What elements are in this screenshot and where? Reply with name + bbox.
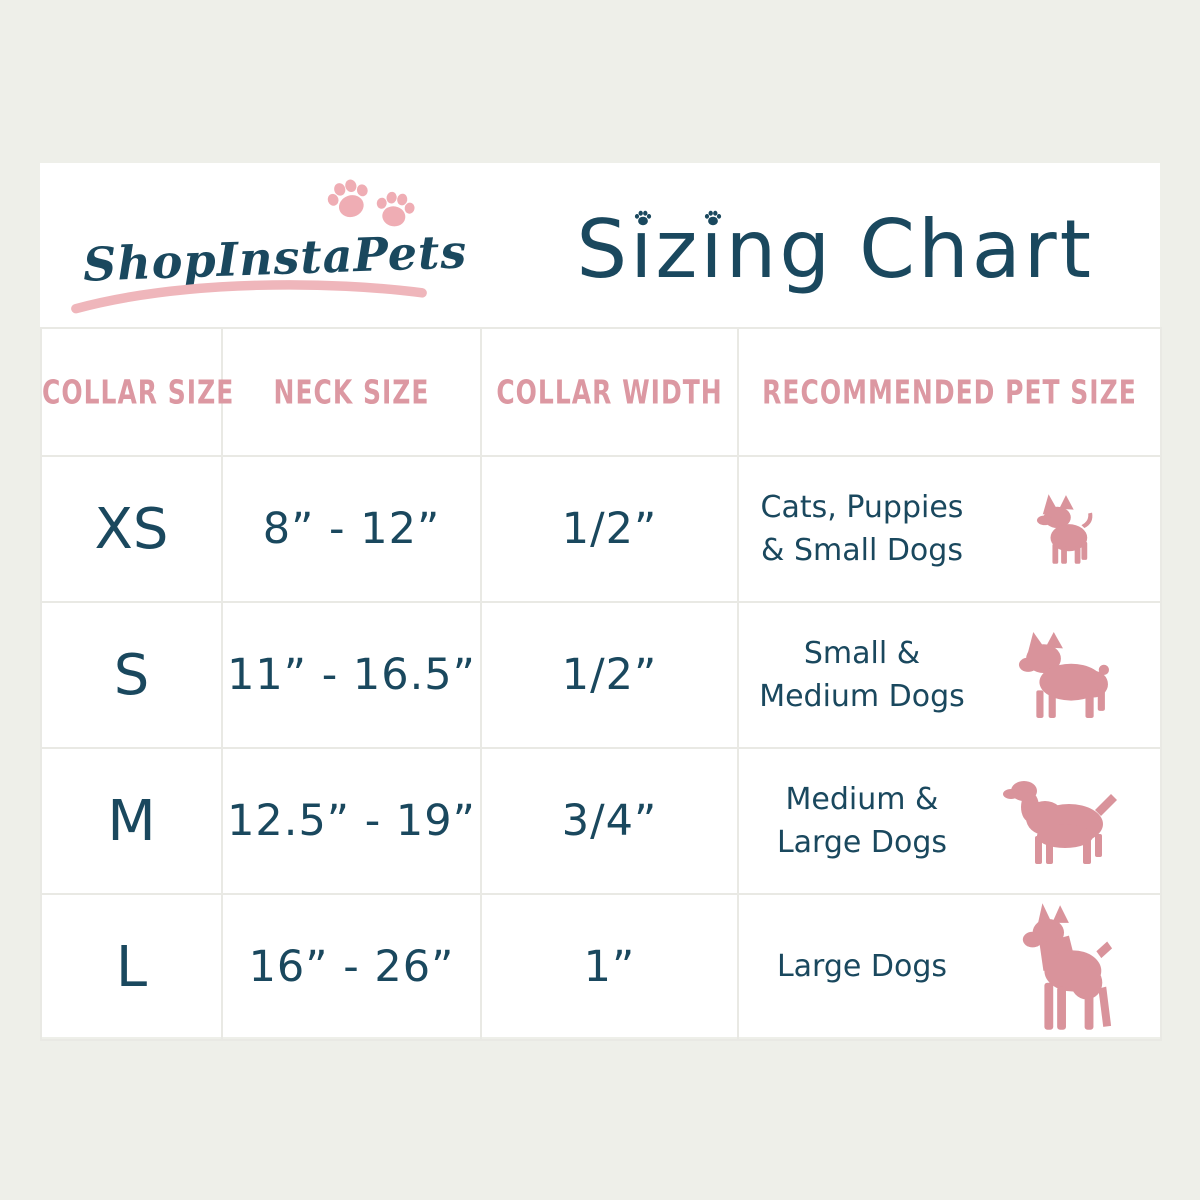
pet-size-line: Medium Dogs [759,679,965,714]
title-letter: t [1059,203,1094,296]
neck-size-cell: 11” - 16.5” [221,601,482,749]
pet-size-cell: Small & Medium Dogs [737,601,1162,749]
table-header-row: COLLAR SIZE NECK SIZE COLLAR WIDTH RECOM… [40,327,1162,457]
collar-width-cell: 1” [480,893,739,1041]
collar-width-cell: 1/2” [480,455,739,603]
collar-width-value: 1” [583,942,636,992]
pet-size-cell: Cats, Puppies & Small Dogs [737,455,1162,603]
collar-size-value: XS [94,496,169,562]
collar-size-cell: XS [40,455,223,603]
title-letter: a [971,203,1024,296]
paw-prints-icon [327,179,415,232]
boston-terrier-silhouette-icon [977,631,1152,719]
neck-size-value: 16” - 26” [248,942,455,992]
collar-size-cell: S [40,601,223,749]
title-letter: z [655,203,701,296]
neck-size-cell: 16” - 26” [221,893,482,1041]
collar-width-value: 1/2” [561,650,658,700]
brand-logo: ShopInstaPets [40,179,510,314]
pet-size-label: Large Dogs [747,945,977,989]
pet-size-line: & Small Dogs [761,533,963,568]
collar-size-value: L [115,934,148,1000]
neck-size-cell: 8” - 12” [221,455,482,603]
title-letter: g [779,203,834,296]
paw-dot-icon [704,210,722,226]
pet-size-label: Medium & Large Dogs [747,778,977,865]
neck-size-header: NECK SIZE [221,327,482,457]
pet-size-line: Large Dogs [776,949,948,985]
spaniel-silhouette-icon [977,774,1152,868]
pet-size-line: Medium & [785,781,939,817]
title-letter: C [859,203,918,296]
table-row: L 16” - 26” 1” Large Dogs [40,893,1162,1041]
title-letter: h [917,203,972,296]
pet-size-header: RECOMMENDED PET SIZE [737,327,1162,457]
title-letter: ı [630,203,656,296]
chihuahua-silhouette-icon [977,493,1152,565]
boxer-silhouette-icon [977,902,1152,1032]
paw-print-icon [371,179,415,232]
pet-size-line: Small & [803,635,921,671]
sizing-table: COLLAR SIZE NECK SIZE COLLAR WIDTH RECOM… [40,327,1162,1041]
title-letter: r [1023,203,1060,296]
paw-dot-icon [634,210,651,226]
collar-size-value: S [113,642,150,708]
logo-underline-swoosh [71,280,427,314]
pet-size-label: Cats, Puppies & Small Dogs [747,486,977,573]
table-row: XS 8” - 12” 1/2” Cats, Puppies & Small Do… [40,455,1162,603]
paw-print-icon [327,179,371,232]
collar-width-cell: 3/4” [480,747,739,895]
collar-width-value: 3/4” [561,796,658,846]
pet-size-cell: Large Dogs [737,893,1162,1041]
neck-size-value: 11” - 16.5” [227,650,476,700]
table-row: S 11” - 16.5” 1/2” Small & Medium Dogs [40,601,1162,749]
neck-size-value: 12.5” - 19” [227,796,476,846]
collar-width-header: COLLAR WIDTH [480,327,739,457]
pet-size-label: Small & Medium Dogs [747,632,977,719]
collar-size-header: COLLAR SIZE [40,327,233,457]
collar-size-cell: M [40,747,223,895]
table-body: XS 8” - 12” 1/2” Cats, Puppies & Small Do… [40,455,1162,1041]
collar-size-value: M [107,788,156,854]
title-letter [833,208,859,292]
pet-size-line: Large Dogs [776,825,948,860]
collar-size-cell: L [40,893,223,1041]
pet-size-cell: Medium & Large Dogs [737,747,1162,895]
neck-size-cell: 12.5” - 19” [221,747,482,895]
collar-width-value: 1/2” [561,504,658,554]
neck-size-value: 8” - 12” [262,504,441,554]
table-row: M 12.5” - 19” 3/4” Medium & Large Dogs [40,747,1162,895]
collar-width-cell: 1/2” [480,601,739,749]
pet-size-line: Cats, Puppies [760,489,964,525]
title-letter: S [576,203,631,296]
title-letter: ı [700,203,726,296]
title-letter: n [725,203,780,296]
